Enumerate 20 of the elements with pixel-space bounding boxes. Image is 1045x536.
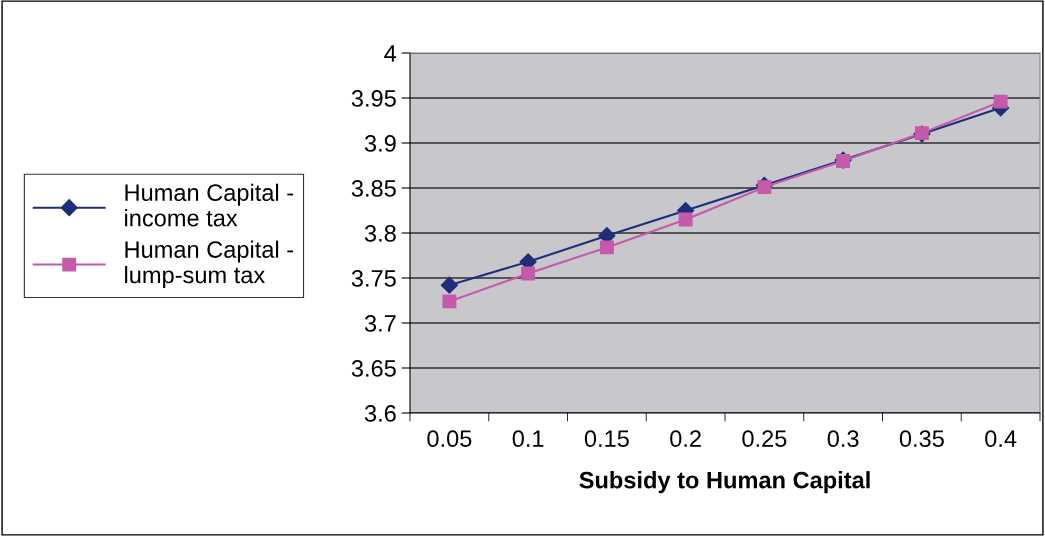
x-axis-title: Subsidy to Human Capital <box>579 471 870 494</box>
y-tick-label: 3.75 <box>351 270 396 287</box>
y-tick-label: 3.95 <box>351 90 396 107</box>
x-tick-label: 0.25 <box>742 430 787 448</box>
y-tick-label: 3.85 <box>351 180 396 197</box>
y-tick-label: 3.9 <box>364 135 396 152</box>
legend-label: Human Capital - lump-sum tax <box>125 240 294 288</box>
x-tick-label: 0.1 <box>512 430 544 448</box>
y-tick-label: 3.6 <box>364 405 396 422</box>
x-tick-label: 0.35 <box>899 430 944 448</box>
x-tick-label: 0.3 <box>827 430 859 448</box>
y-tick-label: 3.65 <box>351 360 396 377</box>
x-tick-label: 0.05 <box>427 430 472 448</box>
y-tick-label: 4 <box>384 45 397 62</box>
legend-label: Human Capital - income tax <box>125 183 294 227</box>
x-tick-label: 0.15 <box>584 430 629 448</box>
x-tick-label: 0.2 <box>670 430 701 448</box>
y-tick-label: 3.7 <box>364 315 396 332</box>
y-tick-label: 3.8 <box>364 225 396 242</box>
x-tick-label: 0.4 <box>985 430 1017 448</box>
